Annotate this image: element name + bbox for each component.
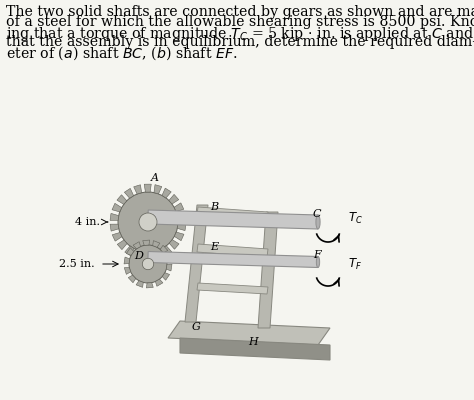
Polygon shape <box>117 195 127 204</box>
Polygon shape <box>168 321 330 345</box>
Text: that the assembly is in equilibrium, determine the required diam-: that the assembly is in equilibrium, det… <box>6 34 474 48</box>
Circle shape <box>139 213 157 231</box>
Polygon shape <box>197 244 268 257</box>
Polygon shape <box>177 213 186 220</box>
Polygon shape <box>154 185 162 194</box>
Polygon shape <box>155 250 162 259</box>
Polygon shape <box>166 264 172 271</box>
Text: D: D <box>134 251 143 261</box>
Polygon shape <box>162 188 171 198</box>
Polygon shape <box>162 273 170 280</box>
Polygon shape <box>145 252 152 260</box>
Polygon shape <box>110 213 118 220</box>
Polygon shape <box>153 241 160 247</box>
Polygon shape <box>143 240 150 245</box>
Text: C: C <box>313 209 321 219</box>
Polygon shape <box>197 283 268 294</box>
Polygon shape <box>127 248 134 255</box>
Text: B: B <box>210 202 218 212</box>
Polygon shape <box>124 267 131 274</box>
Polygon shape <box>124 257 130 264</box>
Polygon shape <box>169 240 179 249</box>
Polygon shape <box>112 232 122 241</box>
Polygon shape <box>169 194 179 204</box>
Polygon shape <box>148 210 318 229</box>
Polygon shape <box>117 240 127 250</box>
Polygon shape <box>174 232 184 241</box>
Polygon shape <box>146 283 153 288</box>
Text: 4 in.: 4 in. <box>75 217 100 227</box>
Polygon shape <box>174 203 184 212</box>
Polygon shape <box>177 224 186 231</box>
Polygon shape <box>180 338 330 360</box>
Circle shape <box>118 192 178 252</box>
Polygon shape <box>134 185 142 194</box>
Ellipse shape <box>316 256 319 268</box>
Polygon shape <box>134 250 142 259</box>
Polygon shape <box>128 275 136 283</box>
Text: ing that a torque of magnitude $T_C$ = 5 kip $\cdot$ in. is applied at $C$ and: ing that a torque of magnitude $T_C$ = 5… <box>6 25 474 43</box>
Polygon shape <box>160 245 168 253</box>
Text: $T_C$: $T_C$ <box>348 211 363 226</box>
Text: A: A <box>151 173 159 183</box>
Text: G: G <box>192 322 201 332</box>
Polygon shape <box>125 246 134 256</box>
Polygon shape <box>185 205 208 322</box>
Polygon shape <box>165 254 172 261</box>
Text: of a steel for which the allowable shearing stress is 8500 psi. Know-: of a steel for which the allowable shear… <box>6 15 474 29</box>
Text: H: H <box>248 337 258 347</box>
Polygon shape <box>258 212 278 328</box>
Text: $T_F$: $T_F$ <box>348 257 362 272</box>
Polygon shape <box>124 188 134 198</box>
Polygon shape <box>163 246 172 256</box>
Polygon shape <box>155 279 163 286</box>
Text: The two solid shafts are connected by gears as shown and are made: The two solid shafts are connected by ge… <box>6 5 474 19</box>
Polygon shape <box>112 203 122 212</box>
Text: eter of ($a$) shaft $BC$, ($b$) shaft $EF$.: eter of ($a$) shaft $BC$, ($b$) shaft $E… <box>6 44 237 62</box>
Polygon shape <box>148 252 318 268</box>
Circle shape <box>142 258 154 270</box>
Circle shape <box>129 245 167 283</box>
Polygon shape <box>144 184 151 192</box>
Polygon shape <box>110 224 119 231</box>
Polygon shape <box>197 207 268 220</box>
Text: 2.5 in.: 2.5 in. <box>59 259 95 269</box>
Polygon shape <box>136 281 143 287</box>
Text: E: E <box>210 242 218 252</box>
Ellipse shape <box>316 215 320 229</box>
Text: F: F <box>313 250 321 260</box>
Polygon shape <box>133 242 141 249</box>
